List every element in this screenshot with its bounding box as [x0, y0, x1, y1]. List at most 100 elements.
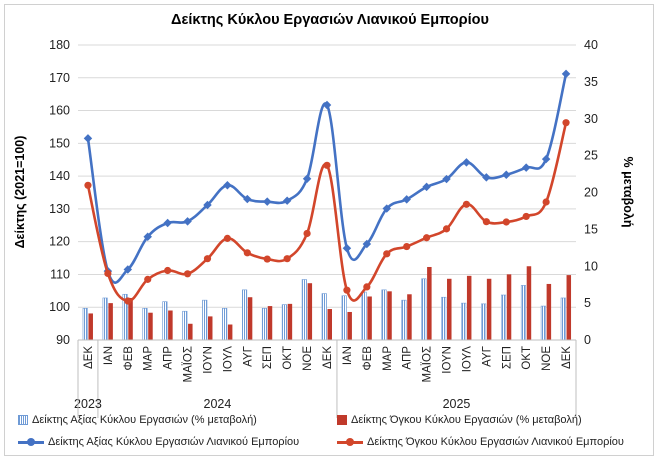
bar-volume-pct: [207, 316, 213, 340]
y-right-tick-label: 10: [584, 259, 598, 273]
x-category-label: ΜΑΪΟΣ: [183, 346, 195, 383]
legend-swatch-value-pct: [18, 415, 28, 425]
y-left-tick-label: 100: [49, 300, 70, 314]
point-volume-index: [84, 181, 92, 189]
bar-value-pct: [142, 307, 148, 341]
chart-frame: [4, 4, 654, 456]
bar-value-pct: [341, 295, 347, 341]
legend-item-value-index: Δείκτης Αξίας Κύκλου Εργασιών Λιανικού Ε…: [18, 436, 299, 448]
point-value-index: [282, 196, 292, 205]
y-right-tick-label: 15: [584, 222, 598, 236]
x-category-label: ΔΕΚ: [322, 346, 334, 369]
x-category-label: ΟΚΤ: [521, 346, 533, 370]
x-category-label: ΙΑΝ: [103, 346, 115, 365]
point-volume-index: [482, 218, 490, 226]
x-category-label: ΟΚΤ: [282, 346, 294, 370]
x-category-label: ΑΠΡ: [402, 346, 414, 370]
point-volume-index: [104, 269, 112, 278]
x-category-label: ΔΕΚ: [561, 346, 573, 369]
bar-value-pct: [321, 293, 327, 341]
bar-volume-pct: [526, 266, 532, 340]
x-category-label: ΝΟΕ: [302, 346, 314, 371]
bar-volume-pct: [267, 306, 273, 340]
point-value-index: [163, 218, 172, 228]
y-right-tick-label: 20: [584, 186, 598, 200]
point-value-index: [203, 200, 212, 210]
point-value-index: [322, 100, 332, 110]
bar-value-pct: [222, 307, 228, 341]
bar-value-pct: [301, 279, 307, 341]
point-value-index: [422, 182, 431, 192]
legend-label: Δείκτης Όγκου Κύκλου Εργασιών Λιανικού Ε…: [367, 436, 624, 448]
bar-value-pct: [102, 297, 108, 341]
x-category-label: ΜΑΡ: [382, 346, 394, 371]
legend-label: Δείκτης Όγκου Κύκλου Εργασιών (% μεταβολ…: [351, 414, 582, 426]
year-label: 2025: [443, 397, 471, 411]
y-left-tick-label: 140: [49, 169, 70, 183]
point-value-index: [302, 174, 312, 183]
y-right-tick-label: 40: [584, 38, 598, 52]
point-volume-index: [423, 234, 431, 242]
bar-volume-pct: [347, 311, 352, 340]
bar-volume-pct: [447, 278, 452, 340]
x-category-label: ΜΑΪΟΣ: [422, 346, 434, 383]
point-volume-index: [283, 255, 291, 263]
y-right-tick-label: 25: [584, 149, 598, 163]
y-left-tick-label: 150: [49, 136, 70, 150]
point-value-index: [143, 232, 152, 241]
legend-label: Δείκτης Αξίας Κύκλου Εργασιών Λιανικού Ε…: [48, 436, 300, 448]
bar-volume-pct: [407, 294, 412, 340]
bar-volume-pct: [387, 291, 392, 340]
x-category-label: ΙΟΥΛ: [461, 346, 473, 373]
point-volume-index: [183, 270, 192, 278]
y-right-tick-label: 30: [584, 112, 598, 126]
year-label: 2023: [74, 397, 102, 411]
bar-value-pct: [461, 302, 467, 341]
x-category-label: ΣΕΠ: [262, 346, 274, 369]
point-value-index: [223, 181, 232, 190]
point-volume-index: [522, 212, 530, 221]
point-volume-index: [343, 286, 351, 294]
point-volume-index: [442, 225, 451, 233]
bar-volume-pct: [227, 324, 233, 340]
bar-value-pct: [281, 304, 287, 341]
point-value-index: [183, 217, 192, 226]
point-volume-index: [462, 200, 471, 208]
point-value-index: [541, 154, 551, 164]
point-volume-index: [403, 242, 411, 251]
bar-value-pct: [162, 301, 168, 341]
bar-value-pct: [481, 303, 487, 341]
bar-value-pct: [82, 307, 88, 341]
point-volume-index: [303, 229, 311, 238]
y-left-tick-label: 130: [49, 202, 70, 216]
bar-volume-pct: [486, 278, 492, 340]
point-volume-index: [502, 218, 510, 226]
bar-volume-pct: [188, 323, 193, 340]
point-value-index: [482, 173, 491, 182]
y-right-tick-label: 35: [584, 75, 598, 89]
point-volume-index: [144, 275, 152, 283]
y-right-tick-label: 5: [584, 296, 591, 310]
point-value-index: [462, 158, 471, 167]
point-volume-index: [323, 161, 331, 169]
bar-value-pct: [381, 289, 387, 341]
x-category-label: ΦΕΒ: [123, 346, 135, 371]
legend-item-volume-index: Δείκτης Όγκου Κύκλου Εργασιών Λιανικού Ε…: [337, 436, 624, 448]
y-left-tick-label: 180: [49, 38, 70, 52]
point-volume-index: [243, 249, 251, 257]
point-volume-index: [164, 266, 172, 275]
bar-volume-pct: [168, 310, 173, 340]
bar-value-pct: [261, 307, 268, 341]
y-left-tick-label: 160: [49, 104, 70, 118]
legend-item-volume-pct: Δείκτης Όγκου Κύκλου Εργασιών (% μεταβολ…: [337, 414, 582, 426]
y-left-tick-label: 120: [49, 235, 70, 249]
point-volume-index: [223, 234, 231, 242]
y-right-tick-label: 0: [584, 333, 591, 347]
point-value-index: [442, 174, 451, 184]
bar-value-pct: [182, 310, 188, 341]
bar-value-pct: [242, 289, 248, 341]
y-left-tick-label: 110: [50, 267, 70, 281]
y-axis-left-label: Δείκτης (2021=100): [13, 136, 27, 249]
bar-volume-pct: [427, 266, 432, 340]
legend-item-value-pct: Δείκτης Αξίας Κύκλου Εργασιών (% μεταβολ…: [18, 414, 257, 426]
